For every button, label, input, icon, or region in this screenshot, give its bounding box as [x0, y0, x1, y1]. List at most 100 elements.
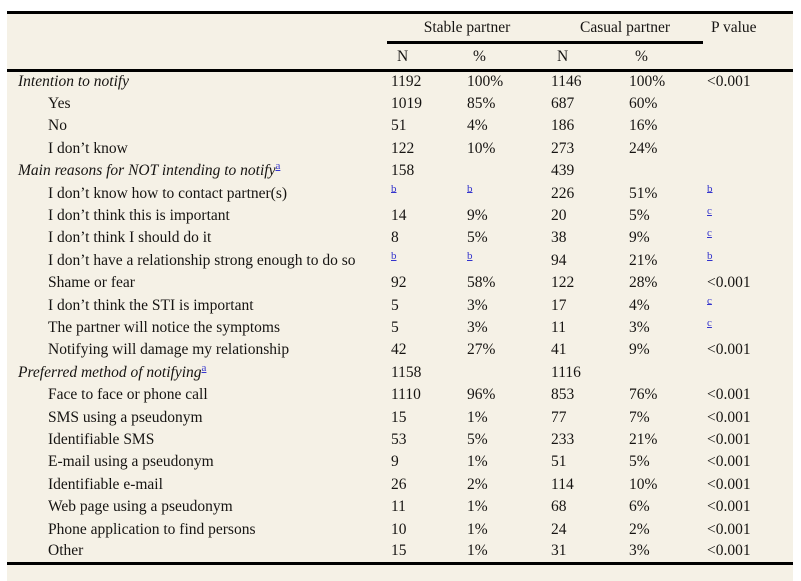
table-row: E-mail using a pseudonym 9 1% 51 5% <0.001 [7, 451, 793, 473]
table-row: SMS using a pseudonym 15 1% 77 7% <0.001 [7, 406, 793, 428]
footnote-c-link[interactable]: c [707, 227, 712, 240]
footnote-c-link[interactable]: c [707, 316, 712, 329]
stable-pct-cell: 5% [467, 229, 488, 247]
casual-n-cell: 31 [551, 542, 567, 560]
row-label: Web page using a pseudonym [48, 498, 233, 516]
stable-n-cell: 9 [391, 453, 399, 471]
table-row: Notifying will damage my relationship 42 2… [7, 339, 793, 361]
casual-pct-cell: 3% [629, 318, 650, 336]
column-header-casual-n: N [547, 42, 626, 72]
column-header-p-value: P value [711, 19, 757, 37]
document-page: Stable partner Casual partner P value N … [7, 11, 794, 581]
header-spacer [7, 42, 387, 72]
stable-pct-cell: 1% [467, 408, 488, 426]
p-value-cell: <0.001 [707, 498, 751, 516]
casual-n-cell: 20 [551, 207, 567, 225]
casual-pct-cell: 4% [629, 296, 650, 314]
table-row: No 51 4% 186 16% [7, 115, 793, 137]
table-row: I don’t know 122 10% 273 24% [7, 138, 793, 160]
stable-n-cell: 5 [391, 318, 399, 336]
row-label: Yes [48, 95, 71, 113]
stable-pct-cell: 58% [467, 274, 496, 292]
column-subheader-row: N % N % [7, 42, 794, 72]
table-row: Identifiable e-mail 26 2% 114 10% <0.001 [7, 474, 793, 496]
stable-pct-cell: b [463, 182, 547, 204]
footnote-b-link[interactable]: b [391, 249, 397, 262]
casual-pct-cell: 28% [629, 274, 658, 292]
footnote-b-link[interactable]: b [391, 182, 397, 195]
footnote-b-link[interactable]: b [467, 182, 473, 195]
footnote-b-link[interactable]: b [467, 249, 473, 262]
casual-n-cell: 1146 [551, 73, 582, 91]
row-label: I don’t know how to contact partner(s) [48, 184, 288, 202]
stable-n-cell: b [387, 250, 463, 272]
casual-n-cell: 17 [551, 296, 567, 314]
casual-pct-cell: 51% [629, 184, 658, 202]
row-label: Identifiable e-mail [48, 475, 163, 493]
row-label: Intention to notify [18, 73, 130, 91]
p-value-cell [703, 362, 793, 384]
casual-pct-cell: 7% [629, 408, 650, 426]
casual-pct-cell: 60% [629, 95, 658, 113]
stable-pct-cell: 9% [467, 207, 488, 225]
casual-pct-cell: 3% [629, 542, 650, 560]
stable-n-cell: 8 [391, 229, 399, 247]
stable-n-cell: 5 [391, 296, 399, 314]
p-value-cell: <0.001 [707, 341, 751, 359]
stable-pct-cell: 3% [467, 318, 488, 336]
footnote-c-link[interactable]: c [707, 204, 712, 217]
footnote-b-link[interactable]: b [707, 249, 713, 262]
footnote-a-link[interactable]: a [275, 160, 281, 173]
casual-pct-cell: 5% [629, 207, 650, 225]
p-value-cell: c [703, 205, 793, 227]
casual-pct-cell: 21% [629, 430, 658, 448]
table-row: I don’t know how to contact partner(s) b b… [7, 182, 793, 204]
casual-pct-cell: 5% [629, 453, 650, 471]
column-header-stable-n: N [387, 42, 463, 72]
row-label: Face to face or phone call [48, 386, 208, 404]
row-label: Phone application to find persons [48, 520, 256, 538]
casual-pct-cell: 9% [629, 229, 650, 247]
casual-n-cell: 51 [551, 453, 567, 471]
p-value-cell: c [703, 227, 793, 249]
casual-pct-cell [625, 160, 703, 182]
stable-n-cell: 1019 [391, 95, 422, 113]
stable-n-cell: 26 [391, 475, 407, 493]
results-table: Stable partner Casual partner P value N … [7, 11, 794, 565]
stable-n-cell: 15 [391, 408, 407, 426]
row-label: Notifying will damage my relationship [48, 341, 290, 359]
casual-n-cell: 94 [551, 251, 567, 269]
casual-pct-cell: 76% [629, 386, 658, 404]
p-value-cell: <0.001 [707, 386, 751, 404]
p-value-cell: <0.001 [707, 274, 751, 292]
table-row: Identifiable SMS 53 5% 233 21% <0.001 [7, 429, 793, 451]
stable-pct-cell: 1% [467, 498, 488, 516]
footnote-b-link[interactable]: b [707, 182, 713, 195]
p-value-cell: <0.001 [707, 430, 751, 448]
row-label: E-mail using a pseudonym [48, 453, 214, 471]
column-group-stable-partner: Stable partner [387, 12, 548, 44]
table-row: Other 15 1% 31 3% <0.001 [7, 541, 793, 563]
casual-n-cell: 186 [551, 117, 575, 135]
casual-n-cell: 38 [551, 229, 567, 247]
stable-n-cell: 1110 [391, 386, 421, 404]
casual-pct-cell: 24% [629, 139, 658, 157]
table-row: The partner will notice the symptoms 5 3% 1… [7, 317, 793, 339]
column-header-casual-pct: % [625, 42, 704, 72]
casual-n-cell: 233 [551, 430, 575, 448]
footnote-a-link[interactable]: a [201, 361, 207, 374]
casual-n-cell: 122 [551, 274, 575, 292]
stable-n-cell: 14 [391, 207, 407, 225]
stable-pct-cell: 1% [467, 453, 488, 471]
stable-pct-cell: 85% [467, 95, 496, 113]
section-row: Intention to notify 1192 100% 1146 100% <0.00… [7, 71, 793, 93]
p-value-cell: c [703, 317, 793, 339]
p-value-cell: <0.001 [707, 453, 751, 471]
row-label: I don’t think this is important [48, 207, 230, 225]
stable-n-cell: 11 [391, 498, 406, 516]
footnote-c-link[interactable]: c [707, 294, 712, 307]
stable-n-cell: 1192 [391, 73, 422, 91]
stable-n-cell: 1158 [391, 363, 422, 381]
row-label: Shame or fear [48, 274, 135, 292]
casual-pct-cell [625, 362, 703, 384]
